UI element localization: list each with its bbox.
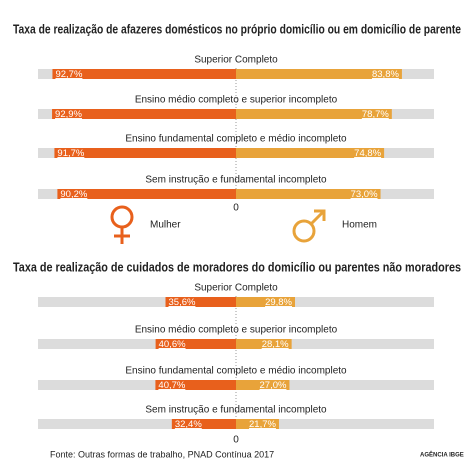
bar xyxy=(236,69,402,79)
bar xyxy=(236,189,381,199)
bar xyxy=(236,380,290,390)
value-label: 73,0% xyxy=(351,189,378,200)
chart-title: Taxa de realização de cuidados de morado… xyxy=(13,259,461,274)
bar xyxy=(236,419,279,429)
logo: AGÊNCIA IBGE xyxy=(420,451,464,459)
value-label: 28,1% xyxy=(262,339,289,350)
bar xyxy=(52,109,236,119)
category-label: Superior Completo xyxy=(194,55,278,66)
value-label: 21,7% xyxy=(249,419,276,430)
bar xyxy=(52,69,237,79)
legend-label: Homem xyxy=(342,220,377,231)
value-label: 91,7% xyxy=(57,148,84,159)
value-label: 74,8% xyxy=(354,148,381,159)
value-label: 40,6% xyxy=(159,339,186,350)
value-label: 40,7% xyxy=(158,380,185,391)
x-tick-label: 0 xyxy=(233,203,239,214)
legend-male-icon xyxy=(292,209,326,243)
value-label: 83,8% xyxy=(372,69,399,80)
bar xyxy=(236,297,296,307)
bar xyxy=(165,297,236,307)
value-label: 92,9% xyxy=(55,109,82,120)
category-label: Sem instrução e fundamental incompleto xyxy=(145,405,327,416)
bar xyxy=(236,148,385,158)
value-label: 78,7% xyxy=(362,109,389,120)
chart-title: Taxa de realização de afazeres doméstico… xyxy=(13,21,461,36)
bar xyxy=(57,189,237,199)
category-label: Ensino médio completo e superior incompl… xyxy=(135,95,338,106)
category-label: Ensino fundamental completo e médio inco… xyxy=(125,134,347,145)
category-label: Ensino fundamental completo e médio inco… xyxy=(125,366,347,377)
value-label: 32,4% xyxy=(175,419,202,430)
x-tick-label: 0 xyxy=(233,435,239,446)
bar xyxy=(236,109,392,119)
bar xyxy=(155,339,236,349)
value-label: 92,7% xyxy=(55,69,82,80)
value-label: 27,0% xyxy=(260,380,287,391)
value-label: 29,8% xyxy=(265,297,292,308)
category-label: Superior Completo xyxy=(194,283,278,294)
category-label: Ensino médio completo e superior incompl… xyxy=(135,325,338,336)
value-label: 35,6% xyxy=(169,297,196,308)
bar xyxy=(171,419,236,429)
bar xyxy=(54,148,237,158)
legend-female-icon xyxy=(110,205,134,244)
legend-label: Mulher xyxy=(150,220,181,231)
bar xyxy=(155,380,236,390)
bar xyxy=(236,339,292,349)
category-label: Sem instrução e fundamental incompleto xyxy=(145,175,327,186)
source: Fonte: Outras formas de trabalho, PNAD C… xyxy=(50,449,274,459)
value-label: 90,2% xyxy=(60,189,87,200)
